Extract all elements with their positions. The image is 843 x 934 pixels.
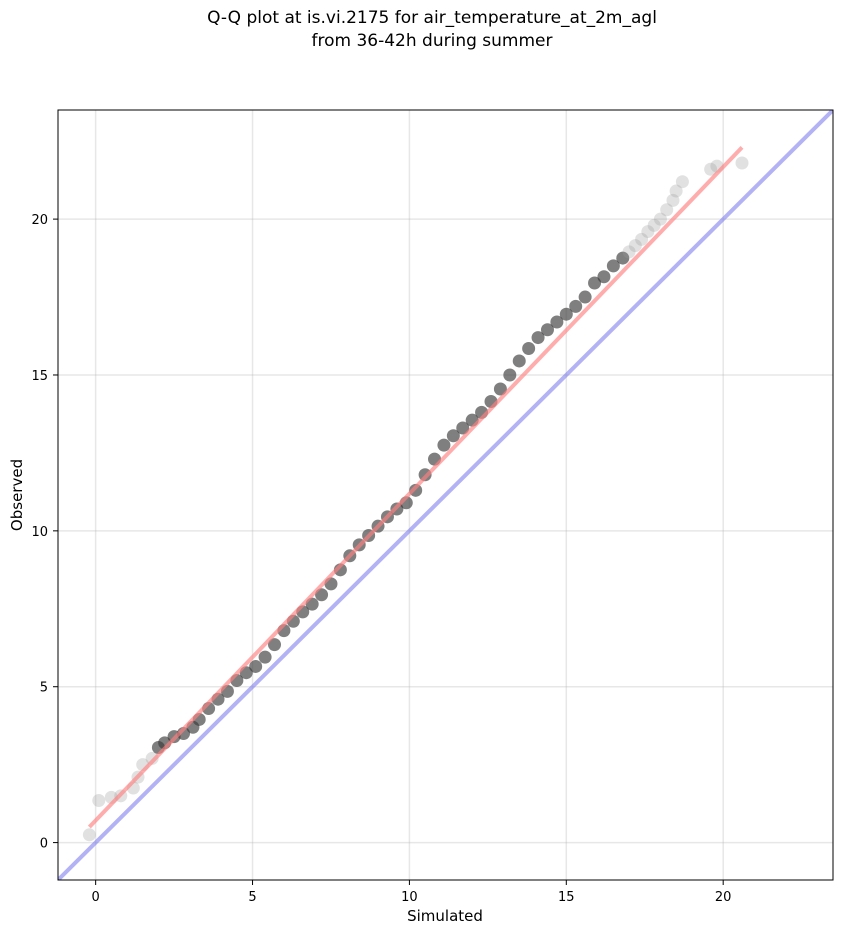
quantile-point	[635, 232, 649, 246]
quantile-point	[606, 259, 620, 273]
quantile-point	[660, 203, 674, 217]
x-tick-label: 0	[92, 890, 100, 905]
x-tick-label: 10	[401, 890, 418, 905]
x-tick-label: 20	[715, 890, 732, 905]
quantile-point	[588, 276, 602, 290]
quantile-point	[622, 245, 636, 259]
quantile-point	[559, 307, 573, 321]
quantile-point	[522, 341, 536, 355]
quantile-point	[92, 794, 106, 808]
quantile-point	[735, 156, 749, 170]
quantile-point	[653, 212, 667, 226]
quantile-point	[267, 638, 281, 652]
quantile-points-group	[82, 156, 749, 842]
quantile-point	[493, 382, 507, 396]
quantile-point	[550, 315, 564, 329]
quantile-point	[628, 239, 642, 253]
y-tick-label: 0	[40, 837, 48, 852]
quantile-point	[249, 659, 263, 673]
quantile-point	[540, 323, 554, 337]
y-axis-ticks: 0 5 10 15 20	[31, 213, 58, 852]
y-axis-label: Observed	[8, 459, 26, 531]
quantile-point	[145, 751, 159, 765]
quantile-point	[675, 175, 689, 189]
quantile-point	[704, 162, 718, 176]
quantile-point	[597, 270, 611, 284]
x-axis-label: Simulated	[407, 907, 483, 925]
quantile-point	[437, 438, 451, 452]
y-tick-label: 15	[31, 369, 48, 384]
quantile-point	[641, 225, 655, 239]
quantile-point	[456, 421, 470, 435]
fit-line-group	[87, 146, 744, 829]
quantile-point	[669, 184, 683, 198]
grid-lines	[58, 110, 833, 880]
quantile-point	[503, 368, 517, 382]
fit-line	[87, 146, 744, 829]
quantile-point	[446, 429, 460, 443]
quantile-point	[409, 483, 423, 497]
chart-title-line-1: Q-Q plot at is.vi.2175 for air_temperatu…	[207, 8, 657, 28]
y-tick-label: 5	[40, 681, 48, 696]
quantile-point	[578, 290, 592, 304]
quantile-point	[569, 299, 583, 313]
identity-line	[58, 110, 833, 880]
y-tick-label: 10	[31, 525, 48, 540]
quantile-point	[82, 828, 96, 842]
quantile-point	[315, 588, 329, 602]
x-tick-label: 15	[558, 890, 575, 905]
chart-title-line-2: from 36-42h during summer	[311, 31, 553, 51]
identity-line-group	[58, 110, 833, 880]
quantile-point	[616, 251, 630, 265]
quantile-point	[666, 193, 680, 207]
quantile-point	[647, 218, 661, 232]
quantile-point	[531, 331, 545, 345]
quantile-point	[258, 650, 272, 664]
x-axis-ticks: 0 5 10 15 20	[92, 880, 732, 905]
plot-frame	[57, 109, 834, 881]
x-tick-label: 5	[248, 890, 256, 905]
y-tick-label: 20	[31, 213, 48, 228]
quantile-point	[512, 354, 526, 368]
